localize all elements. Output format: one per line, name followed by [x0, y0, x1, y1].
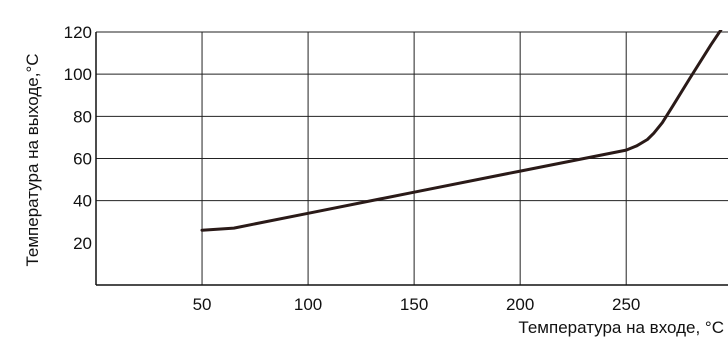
x-axis-title: Температура на входе, °C	[518, 318, 724, 337]
series-layer	[200, 30, 723, 232]
x-tick-label: 100	[294, 295, 322, 314]
grid-lines	[96, 31, 728, 285]
y-tick-label: 40	[73, 192, 92, 211]
x-tick-label: 150	[400, 295, 428, 314]
y-tick-labels: 20 40 60 80 100 120	[64, 23, 92, 253]
series-line	[200, 30, 723, 232]
y-tick-label: 80	[73, 107, 92, 126]
y-axis-title: Температура на выходе,°C	[23, 53, 42, 266]
y-tick-label: 60	[73, 150, 92, 169]
x-tick-label: 200	[506, 295, 534, 314]
axes	[95, 32, 728, 286]
y-tick-label: 20	[73, 234, 92, 253]
x-tick-label: 50	[193, 295, 212, 314]
x-tick-label: 250	[612, 295, 640, 314]
y-tick-label: 100	[64, 65, 92, 84]
x-tick-labels: 50 100 150 200 250	[193, 295, 641, 314]
y-tick-label: 120	[64, 23, 92, 42]
